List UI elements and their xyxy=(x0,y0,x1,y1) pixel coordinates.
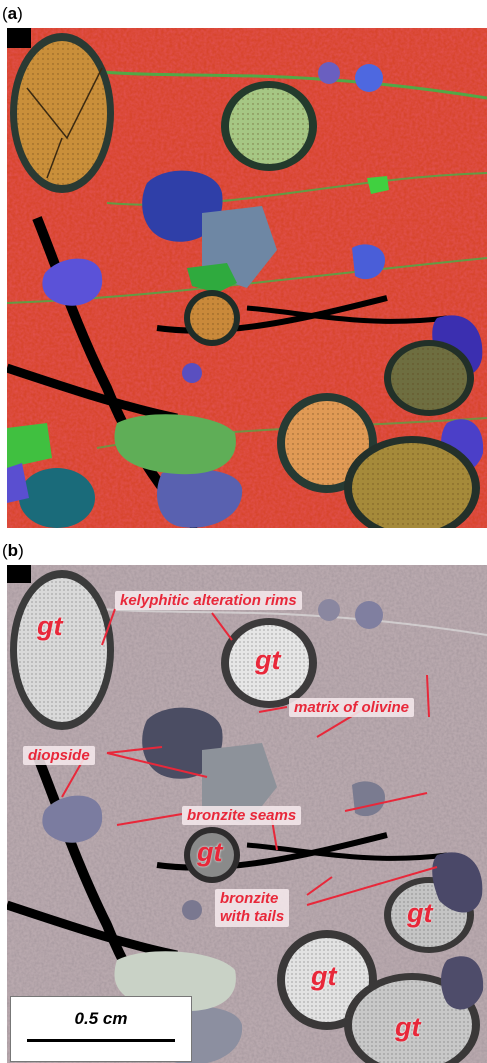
gt-label-4: gt xyxy=(407,898,433,928)
phase-map-image xyxy=(7,28,487,528)
panel-b-label: (b) xyxy=(2,541,24,561)
gt-label-1: gt xyxy=(37,611,63,641)
label-bronzite-tails: bronzite with tails xyxy=(215,889,290,927)
gt-label-3: gt xyxy=(197,837,223,867)
label-bronzite-tails-line1: bronzite xyxy=(220,890,279,907)
label-kelyphitic-rims: kelyphitic alteration rims xyxy=(115,591,302,610)
label-matrix-olivine: matrix of olivine xyxy=(289,698,415,717)
panel-a-open: ( xyxy=(2,4,8,23)
annotated-micrograph: kelyphitic alteration rims matrix of oli… xyxy=(7,565,487,1063)
panel-b-close: ) xyxy=(18,541,24,560)
gt-label-6: gt xyxy=(395,1012,421,1042)
gt-label-5: gt xyxy=(311,961,337,991)
scale-bar-box: 0.5 cm xyxy=(10,996,192,1062)
scale-bar-label: 0.5 cm xyxy=(74,1009,128,1028)
gt-label-2: gt xyxy=(255,645,281,675)
panel-a-letter: a xyxy=(7,4,18,23)
scale-bar xyxy=(27,1039,175,1042)
panel-a-label: (a) xyxy=(2,4,23,24)
label-bronzite-tails-line2: with tails xyxy=(220,908,285,925)
micrograph-svg xyxy=(7,565,487,1063)
label-bronzite-seams: bronzite seams xyxy=(182,806,302,825)
panel-b-open: ( xyxy=(2,541,8,560)
panel-a-close: ) xyxy=(17,4,23,23)
label-diopside: diopside xyxy=(23,746,95,765)
phase-map-svg xyxy=(7,28,487,528)
panel-b-letter: b xyxy=(7,541,19,560)
